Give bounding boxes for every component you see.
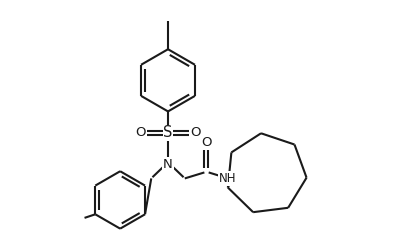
Text: N: N xyxy=(163,158,173,171)
Text: O: O xyxy=(136,127,146,139)
Text: S: S xyxy=(163,125,173,140)
Text: O: O xyxy=(201,136,212,149)
Text: NH: NH xyxy=(219,172,237,185)
Text: O: O xyxy=(190,127,200,139)
